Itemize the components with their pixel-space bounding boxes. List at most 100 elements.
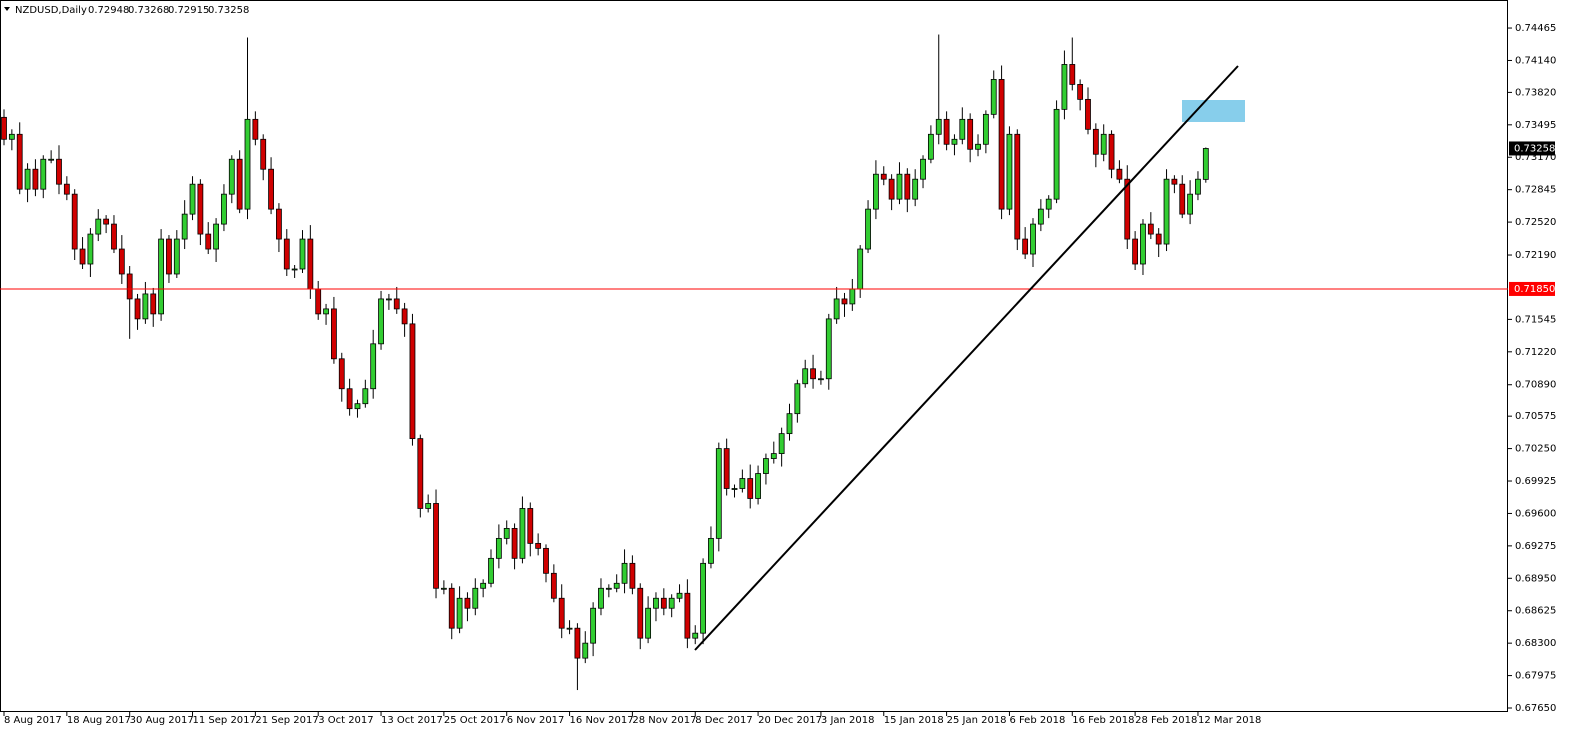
candle-body — [181, 213, 188, 240]
candle-body — [1147, 223, 1154, 235]
candle-body — [79, 248, 86, 265]
candle-body — [684, 592, 691, 639]
y-tick-label: 0.72190 — [1515, 250, 1556, 261]
candle-body — [63, 183, 70, 195]
candle-body — [715, 448, 722, 539]
level-label: 0.71850 — [1514, 284, 1555, 295]
candle-body — [205, 233, 212, 250]
candle-body — [778, 433, 785, 454]
candle-body — [197, 183, 204, 235]
candle-body — [880, 173, 887, 180]
candle-body — [268, 168, 274, 210]
candle-body — [653, 597, 659, 609]
candle-body — [582, 642, 589, 659]
y-tick-label: 0.72520 — [1515, 217, 1556, 228]
candle-body — [464, 597, 471, 609]
y-tick-label: 0.68300 — [1515, 638, 1556, 649]
candle-body — [637, 587, 644, 639]
candle-body — [896, 173, 903, 200]
candle-body — [1069, 64, 1076, 85]
y-tick-label: 0.73170 — [1515, 152, 1556, 163]
candle-body — [1022, 238, 1029, 255]
candle-body — [511, 528, 518, 559]
header-high: 0.73268 — [128, 5, 169, 16]
candle-body — [1132, 238, 1139, 265]
candle-body — [935, 118, 942, 135]
candle-body — [393, 298, 400, 310]
candle-body — [794, 383, 801, 415]
candle-body — [668, 597, 675, 609]
candle-body — [276, 208, 282, 240]
candle-body — [543, 547, 549, 574]
candle-body — [865, 208, 871, 250]
candle-body — [425, 503, 432, 509]
candle-body — [111, 223, 117, 250]
x-tick-label: 28 Feb 2018 — [1135, 715, 1197, 726]
candle-body — [763, 458, 769, 474]
candle-body — [590, 607, 597, 644]
candle-body — [519, 508, 526, 559]
candle-body — [708, 537, 714, 564]
drawn-rectangle[interactable] — [1182, 100, 1245, 122]
candle-body — [786, 413, 793, 435]
y-tick-label: 0.73495 — [1515, 120, 1556, 131]
candle-body — [1085, 98, 1091, 130]
y-tick-label: 0.70890 — [1515, 380, 1556, 391]
candle-body — [857, 248, 864, 290]
collapse-icon[interactable] — [4, 7, 10, 11]
candle-body — [676, 592, 683, 599]
candle-body — [378, 298, 384, 345]
candle-body — [16, 133, 23, 190]
candle-body — [236, 158, 243, 210]
candle-body — [943, 118, 950, 145]
header-low: 0.72915 — [168, 5, 209, 16]
trend-line[interactable] — [694, 65, 1239, 651]
y-tick-label: 0.74465 — [1515, 23, 1556, 34]
candle-body — [71, 193, 78, 250]
candle-body — [645, 607, 652, 639]
candle-body — [401, 308, 408, 325]
y-tick-label: 0.74140 — [1515, 55, 1556, 66]
candle-body — [1155, 233, 1162, 245]
candle-body — [990, 79, 997, 115]
candle-body — [456, 597, 463, 629]
candle-body — [1030, 223, 1036, 255]
candle-body — [700, 562, 706, 634]
candle-body — [1116, 168, 1123, 180]
candle-body — [252, 118, 259, 140]
x-tick-label: 13 Oct 2017 — [381, 715, 443, 726]
candle-body — [841, 298, 848, 305]
x-tick-label: 20 Dec 2017 — [758, 715, 822, 726]
candle-body — [1061, 64, 1068, 110]
candle-body — [825, 318, 832, 380]
candle-body — [621, 562, 628, 584]
candle-body — [802, 368, 809, 385]
candle-body — [810, 368, 816, 380]
candle-body — [535, 542, 542, 549]
candle-body — [448, 587, 455, 629]
candle-body — [95, 218, 102, 235]
candle-body — [228, 158, 235, 195]
candle-body — [440, 587, 447, 590]
candle-body — [315, 288, 322, 315]
candle-body — [598, 587, 604, 609]
candle-body — [1187, 193, 1194, 215]
candle-body — [87, 233, 94, 265]
y-tick-label: 0.70250 — [1515, 444, 1556, 455]
candle-body — [574, 627, 581, 659]
candle-body — [833, 298, 840, 320]
candle-body — [755, 473, 761, 499]
x-tick-label: 8 Dec 2017 — [695, 715, 753, 726]
candle-body — [385, 298, 392, 301]
candle-body — [1, 116, 7, 140]
candle-body — [927, 133, 934, 160]
candle-body — [299, 238, 306, 270]
candle-body — [605, 587, 612, 590]
candle-body — [472, 587, 479, 609]
candle-body — [920, 158, 926, 180]
y-tick-label: 0.69275 — [1515, 541, 1556, 552]
candle-body — [849, 288, 856, 305]
candle-body — [904, 173, 911, 200]
candle-body — [982, 113, 989, 145]
candle-body — [48, 158, 55, 161]
